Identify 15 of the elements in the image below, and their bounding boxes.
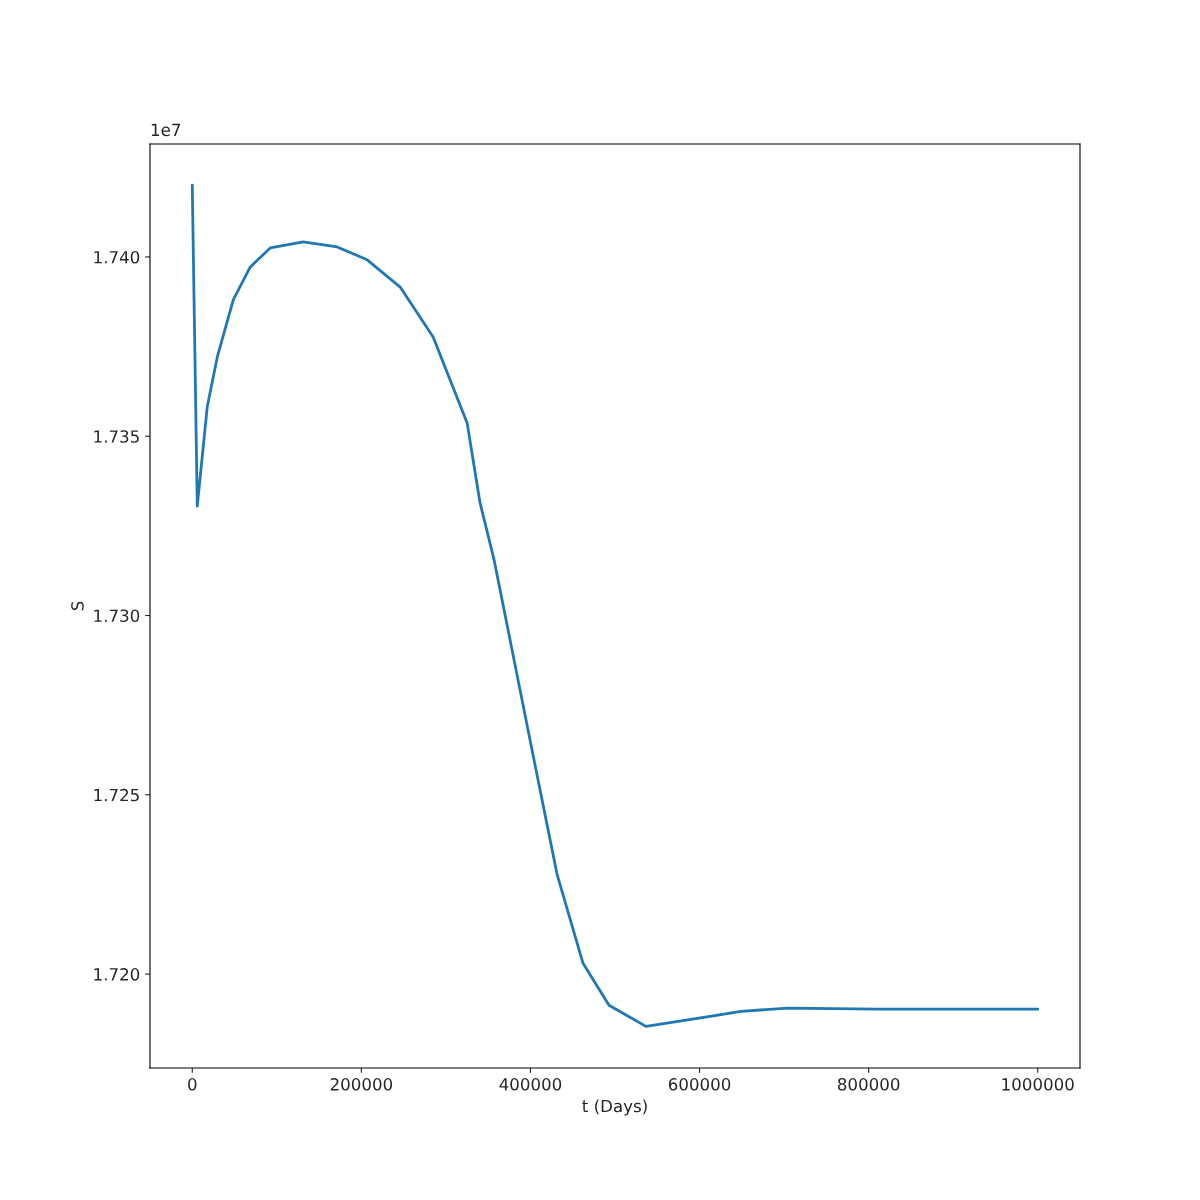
x-tick-label: 1000000 bbox=[1002, 1078, 1074, 1091]
x-tick-label: 400000 bbox=[499, 1078, 562, 1091]
x-tick-label: 800000 bbox=[837, 1078, 900, 1091]
y-tick-label: 1.740 bbox=[94, 250, 140, 264]
y-tick-label: 1.725 bbox=[94, 788, 139, 802]
y-tick-label: 1.720 bbox=[94, 968, 140, 981]
line-series bbox=[190, 183, 1040, 1028]
x-axis-title: t (Days) bbox=[582, 1099, 647, 1116]
y-tick-label: 1.730 bbox=[94, 609, 140, 623]
x-tick-label: 0 bbox=[188, 1078, 197, 1091]
y-axis-title: S bbox=[71, 601, 84, 611]
x-tick-label: 200000 bbox=[330, 1078, 393, 1091]
text: 1e7 bbox=[151, 123, 181, 137]
x-tick-label: 600000 bbox=[668, 1078, 731, 1091]
y-tick-label: 1.735 bbox=[94, 430, 139, 443]
